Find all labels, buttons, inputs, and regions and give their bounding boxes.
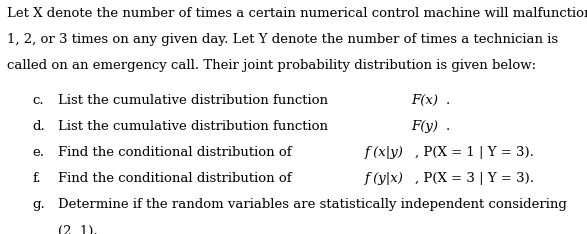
Text: 1, 2, or 3 times on any given day. Let Y denote the number of times a technician: 1, 2, or 3 times on any given day. Let Y…	[7, 33, 558, 46]
Text: f (x|y): f (x|y)	[365, 146, 403, 159]
Text: Find the conditional distribution of: Find the conditional distribution of	[58, 172, 295, 185]
Text: g.: g.	[32, 198, 45, 212]
Text: F(x): F(x)	[411, 94, 438, 107]
Text: List the cumulative distribution function: List the cumulative distribution functio…	[58, 94, 332, 107]
Text: Find the conditional distribution of: Find the conditional distribution of	[58, 146, 295, 159]
Text: f.: f.	[32, 172, 41, 185]
Text: , P(X = 3 | Y = 3).: , P(X = 3 | Y = 3).	[414, 172, 534, 185]
Text: Determine if the random variables are statistically independent considering: Determine if the random variables are st…	[58, 198, 571, 212]
Text: .: .	[446, 120, 450, 133]
Text: c.: c.	[32, 94, 44, 107]
Text: called on an emergency call. Their joint probability distribution is given below: called on an emergency call. Their joint…	[7, 59, 536, 73]
Text: List the cumulative distribution function: List the cumulative distribution functio…	[58, 120, 332, 133]
Text: (2, 1).: (2, 1).	[58, 225, 97, 234]
Text: .: .	[446, 94, 450, 107]
Text: d.: d.	[32, 120, 45, 133]
Text: , P(X = 1 | Y = 3).: , P(X = 1 | Y = 3).	[414, 146, 534, 159]
Text: e.: e.	[32, 146, 44, 159]
Text: Let X denote the number of times a certain numerical control machine will malfun: Let X denote the number of times a certa…	[7, 7, 587, 20]
Text: f (y|x): f (y|x)	[365, 172, 403, 185]
Text: F(y): F(y)	[411, 120, 438, 133]
